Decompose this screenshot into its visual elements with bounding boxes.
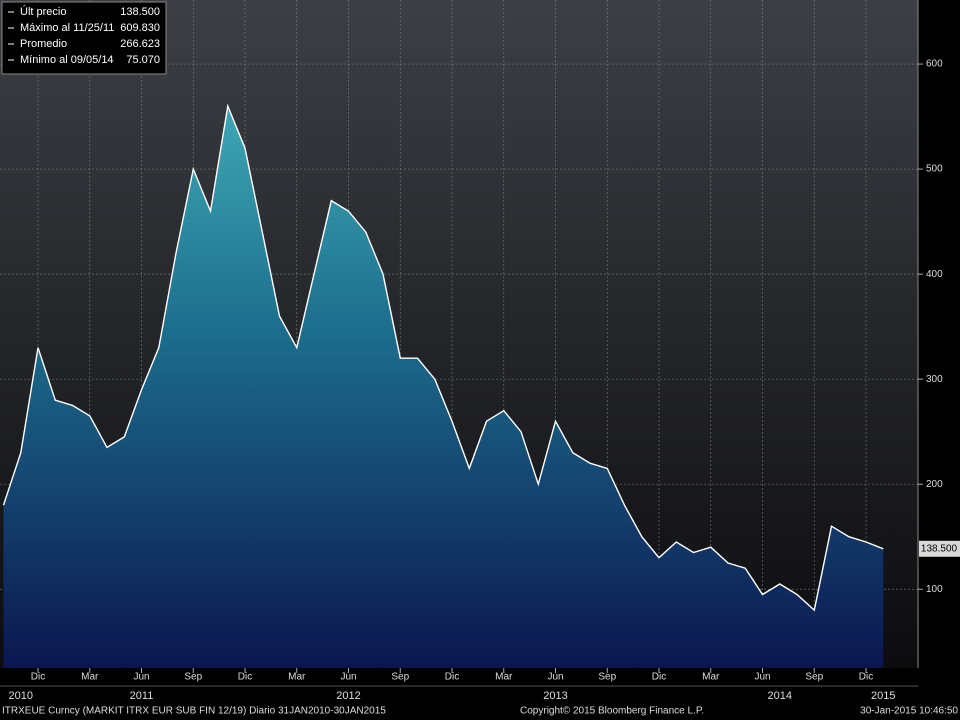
x-tick-label: Jun <box>754 672 770 683</box>
y-tick-label: 400 <box>926 269 943 280</box>
x-tick-label: Mar <box>288 672 306 683</box>
year-label: 2013 <box>543 690 567 702</box>
year-label: 2011 <box>130 690 154 702</box>
x-tick-label: Mar <box>702 672 720 683</box>
x-tick-label: Dic <box>445 672 459 683</box>
x-tick-label: Sep <box>391 672 409 683</box>
area <box>3 106 884 669</box>
year-label: 2015 <box>871 690 895 702</box>
x-tick-label: Mar <box>81 672 99 683</box>
legend: Últ precio 138.500 Máximo al 11/25/11 609.8… <box>1 1 167 75</box>
line <box>2 103 884 612</box>
x-tick-label: Dic <box>652 672 666 683</box>
year-label: 2012 <box>336 690 360 702</box>
x-tick-label: Jun <box>340 672 356 683</box>
legend-value: 138.500 <box>120 6 160 18</box>
x-tick-label: Jun <box>133 672 149 683</box>
x-tick-label: Jun <box>547 672 563 683</box>
y-tick-label: 300 <box>926 374 943 385</box>
y-tick-label: 500 <box>926 164 943 175</box>
year-label: 2010 <box>9 690 33 702</box>
y-tick-label: 100 <box>926 584 943 595</box>
last-price-tag <box>919 540 960 557</box>
last-price-label: 138.500 <box>921 543 958 554</box>
legend-label: Últ precio <box>20 5 66 18</box>
x-tick-label: Sep <box>598 672 616 683</box>
y-tick-label: 200 <box>926 479 943 490</box>
legend-value: 75.070 <box>126 54 160 66</box>
marks <box>0 0 918 669</box>
legend-label: Máximo al 11/25/11 <box>20 22 114 34</box>
legend-box <box>1 1 167 75</box>
legend-value: 266.623 <box>120 38 160 50</box>
y-tick-label: 600 <box>926 59 943 70</box>
x-tick-label: Dic <box>31 672 45 683</box>
x-tick-label: Sep <box>184 672 202 683</box>
footer-right: 30-Jan-2015 10:46:50 <box>860 706 958 717</box>
x-tick-label: Sep <box>805 672 823 683</box>
legend-label: Promedio <box>20 38 67 50</box>
x-tick-label: Dic <box>238 672 252 683</box>
footer-left: ITRXEUE Curncy (MARKIT ITRX EUR SUB FIN … <box>2 706 386 717</box>
x-tick-label: Mar <box>495 672 513 683</box>
x-tick-label: Dic <box>859 672 873 683</box>
axis-band <box>0 668 960 720</box>
legend-label: Mínimo al 09/05/14 <box>20 54 114 66</box>
year-label: 2014 <box>768 690 792 702</box>
legend-value: 609.830 <box>120 22 160 34</box>
footer-center: Copyright© 2015 Bloomberg Finance L.P. <box>520 706 704 717</box>
